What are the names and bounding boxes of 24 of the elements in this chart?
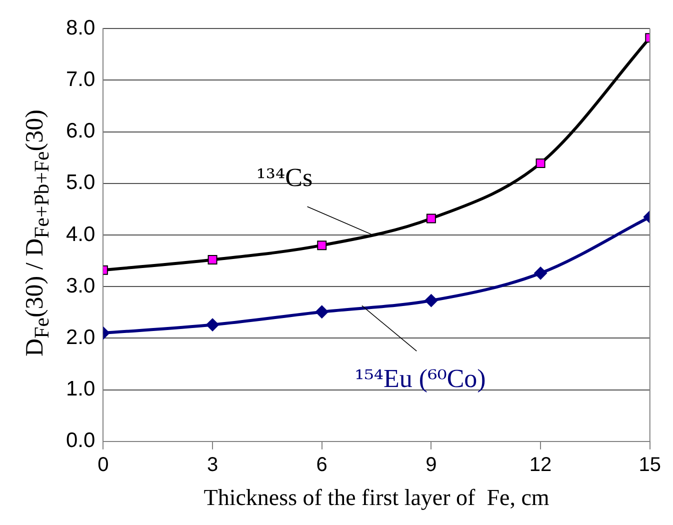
point bbox=[206, 318, 220, 332]
x-tick-label: 15 bbox=[638, 454, 661, 476]
text: ¹⁵⁴Eu (⁶⁰Co) bbox=[354, 364, 486, 394]
x-tick-label: 12 bbox=[529, 454, 552, 476]
point bbox=[208, 255, 218, 265]
x-tick-label: 9 bbox=[426, 454, 437, 476]
y-tick-label: 5.0 bbox=[66, 171, 96, 194]
y-tick-label: 8.0 bbox=[66, 16, 96, 40]
x-tick-label: 6 bbox=[316, 454, 328, 476]
x-tick-label: 0 bbox=[98, 454, 109, 476]
y-tick-label: 3.0 bbox=[66, 274, 96, 298]
point bbox=[317, 240, 327, 250]
point bbox=[315, 305, 328, 318]
y-tick-label: 7.0 bbox=[66, 68, 96, 91]
y-tick-label: 6.0 bbox=[66, 120, 96, 143]
y-tick-label: 2.0 bbox=[66, 326, 96, 349]
x-tick-label: 3 bbox=[206, 454, 218, 476]
point bbox=[426, 214, 436, 224]
y-tick-label: 1.0 bbox=[66, 378, 96, 401]
y-tick-label: 4.0 bbox=[66, 222, 96, 246]
point bbox=[536, 158, 546, 168]
x-axis-title: Thickness of the first layer of Fe, cm bbox=[204, 485, 550, 510]
y-tick-label: 0.0 bbox=[66, 429, 96, 452]
point bbox=[424, 294, 438, 308]
